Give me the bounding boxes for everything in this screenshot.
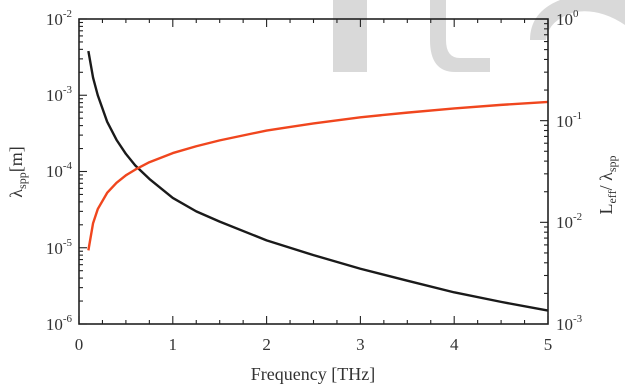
watermark-bar [333,0,367,72]
left-y-tick-label: 10-6 [46,313,73,334]
x-tick-label: 3 [356,335,365,354]
left-y-axis-title: λspp[m] [6,146,29,197]
x-tick-label: 2 [262,335,271,354]
watermark-graphic [333,0,625,72]
watermark-arc [530,0,625,40]
right-y-tick-label: 10-2 [556,211,582,232]
right-y-axis-title: Leff/ λspp [596,155,619,214]
series-line-right-axis [87,100,549,251]
right-y-tick-label: 100 [556,8,579,29]
left-y-tick-label: 10-3 [46,84,73,105]
x-tick-label: 1 [169,335,178,354]
left-y-tick-labels: 10-2 10-3 10-4 10-5 10-6 [46,8,73,334]
watermark-hook [400,0,490,72]
x-tick-labels: 0 1 2 3 4 5 [75,335,553,354]
x-tick-label: 0 [75,335,84,354]
left-y-tick-label: 10-2 [46,8,72,29]
series-line-left-axis [87,50,549,312]
right-y-tick-labels: 100 10-1 10-2 10-3 [556,8,583,334]
right-y-tick-label: 10-1 [556,110,582,131]
x-tick-label: 5 [544,335,553,354]
plot-area [87,50,549,312]
x-axis-title: Frequency [THz] [251,364,375,384]
right-y-tick-label: 10-3 [556,313,583,334]
left-y-tick-label: 10-4 [46,160,73,181]
x-tick-label: 4 [450,335,459,354]
left-y-tick-label: 10-5 [46,237,73,258]
axis-ticks [78,18,549,325]
